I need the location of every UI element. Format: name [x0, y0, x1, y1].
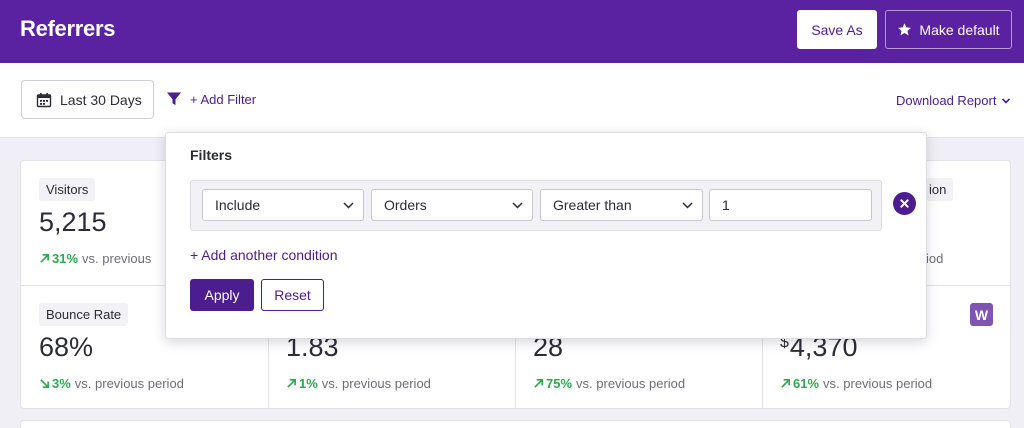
add-filter-label: + Add Filter	[190, 91, 257, 107]
visitors-card-label: Visitors	[39, 178, 96, 201]
add-filter-button[interactable]: + Add Filter	[166, 91, 256, 107]
arrow-up-right-icon	[287, 379, 296, 388]
column-divider	[515, 285, 516, 409]
filter-panel: Filters Include Orders Greater than + Ad…	[165, 132, 927, 339]
trend-percent-value: 31%	[52, 251, 79, 266]
arrow-up-right-icon	[534, 379, 543, 388]
chevron-down-icon	[682, 202, 693, 209]
bounce-rate-card-label: Bounce Rate	[39, 303, 129, 326]
trend-percent-value: 75%	[546, 376, 573, 391]
currency-symbol: $	[780, 334, 789, 351]
field-select[interactable]: Orders	[371, 189, 533, 221]
date-range-label: Last 30 Days	[60, 91, 142, 108]
make-default-label: Make default	[919, 21, 1000, 38]
trend-comparison: iod	[926, 251, 944, 266]
trend-comparison: vs. previous period	[576, 376, 686, 391]
trend-percent: 31%	[39, 251, 78, 266]
toolbar: Last 30 Days + Add Filter Download Repor…	[0, 63, 1024, 138]
trend-comparison: vs. previous period	[823, 376, 933, 391]
trend-comparison: vs. previous	[82, 251, 152, 266]
operator-select-value: Greater than	[553, 197, 632, 213]
download-report-button[interactable]: Download Report	[896, 93, 1011, 108]
date-range-button[interactable]: Last 30 Days	[21, 80, 154, 119]
metric-card-label: ion	[926, 178, 954, 201]
trend-percent: 3%	[39, 376, 71, 391]
visitors-card-value: 5,215	[39, 207, 107, 237]
save-as-button[interactable]: Save As	[797, 10, 877, 49]
visitors-card-trend: 31% vs. previous	[39, 251, 151, 266]
metric-card-trend: 1% vs. previous period	[286, 376, 431, 391]
apply-button[interactable]: Apply	[190, 279, 254, 311]
close-icon	[900, 199, 909, 208]
revenue-card-trend: 61% vs. previous period	[780, 376, 932, 391]
trend-percent: 1%	[286, 376, 318, 391]
filter-value-input[interactable]	[709, 189, 872, 221]
woocommerce-badge-icon: W	[970, 303, 993, 326]
trend-comparison: vs. previous period	[321, 376, 431, 391]
remove-condition-button[interactable]	[893, 192, 916, 215]
column-divider	[762, 285, 763, 409]
arrow-up-right-icon	[40, 254, 49, 263]
star-icon	[898, 23, 912, 36]
calendar-icon	[36, 92, 52, 107]
trend-percent-value: 1%	[299, 376, 318, 391]
bounce-rate-card-trend: 3% vs. previous period	[39, 376, 184, 391]
operator-select[interactable]: Greater than	[540, 189, 703, 221]
arrow-up-right-icon	[781, 379, 790, 388]
column-divider	[268, 285, 269, 409]
reset-button[interactable]: Reset	[261, 279, 324, 311]
chevron-down-icon	[512, 202, 523, 209]
include-select[interactable]: Include	[202, 189, 364, 221]
filter-condition-row: Include Orders Greater than	[190, 180, 882, 231]
metric-card-trend: 75% vs. previous period	[533, 376, 685, 391]
trend-comparison: vs. previous period	[74, 376, 184, 391]
chevron-down-icon	[343, 202, 354, 209]
trend-percent-value: 61%	[793, 376, 820, 391]
header-bar: Referrers Save As Make default	[0, 0, 1024, 63]
funnel-icon	[167, 92, 181, 105]
filter-panel-title: Filters	[190, 147, 233, 163]
arrow-down-right-icon	[40, 379, 49, 388]
page-title: Referrers	[20, 16, 116, 41]
download-report-label: Download Report	[896, 93, 997, 108]
include-select-value: Include	[215, 197, 261, 213]
field-select-value: Orders	[384, 197, 427, 213]
trend-percent: 61%	[780, 376, 819, 391]
bounce-rate-card-value: 68%	[39, 332, 94, 362]
make-default-button[interactable]: Make default	[885, 10, 1012, 49]
add-condition-link[interactable]: + Add another condition	[190, 247, 338, 263]
chevron-down-icon	[1002, 97, 1011, 104]
trend-percent: 75%	[533, 376, 572, 391]
metric-card-trend: iod	[926, 251, 943, 266]
report-table-container	[20, 420, 1011, 428]
trend-percent-value: 3%	[52, 376, 71, 391]
